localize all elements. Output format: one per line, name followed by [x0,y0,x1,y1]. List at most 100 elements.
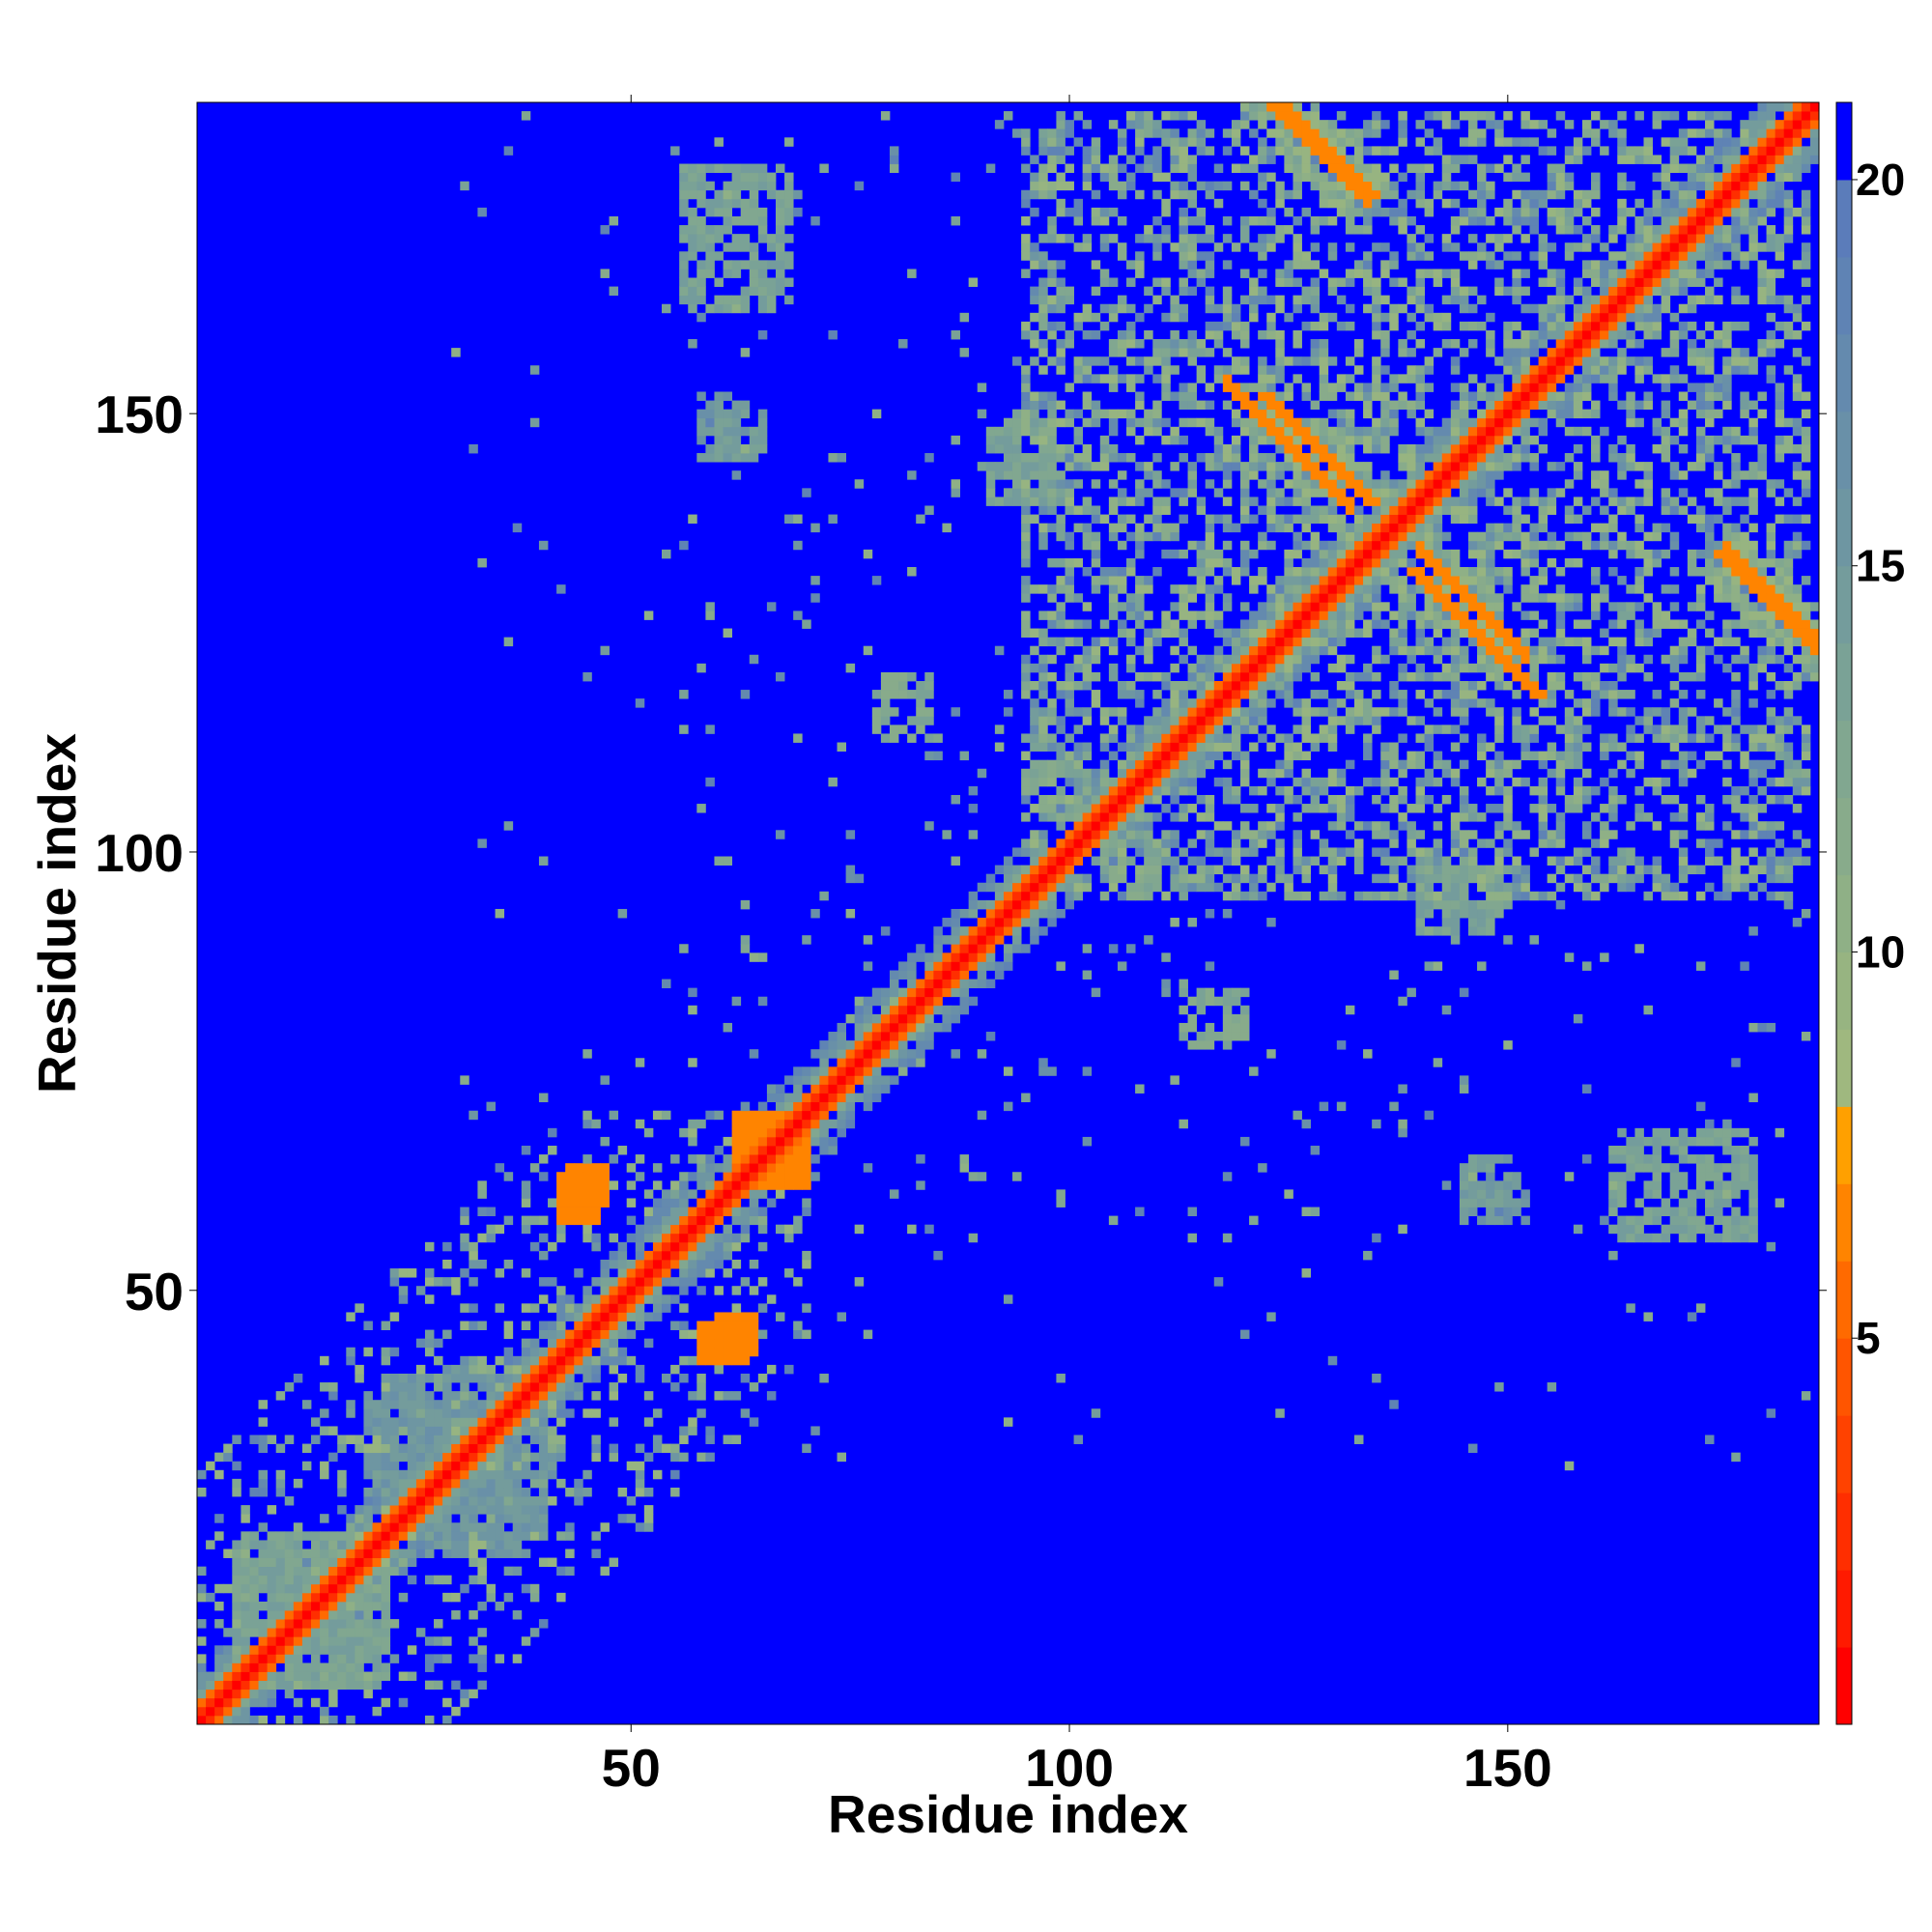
heatmap-cell [723,1241,733,1252]
heatmap-cell [1196,654,1207,665]
heatmap-cell [1021,365,1031,375]
heatmap-cell [1249,698,1259,708]
heatmap-cell [1266,777,1276,787]
heatmap-cell [232,1461,242,1471]
heatmap-cell [424,1636,435,1646]
heatmap-cell [1310,602,1321,611]
heatmap-cell [1406,189,1416,200]
heatmap-cell [1170,146,1179,156]
heatmap-cell [1406,838,1416,848]
heatmap-cell [643,611,654,620]
heatmap-cell [565,1163,575,1173]
heatmap-cell [372,1706,382,1717]
heatmap-cell [1363,531,1373,542]
heatmap-cell [880,1075,891,1085]
heatmap-cell [434,1540,443,1549]
heatmap-cell [1327,488,1338,497]
heatmap-cell [1135,611,1145,620]
heatmap-cell [1415,899,1425,910]
heatmap-cell [1038,146,1048,156]
heatmap-cell [837,1110,846,1121]
heatmap-cell [1415,488,1425,497]
heatmap-cell [1389,321,1399,331]
heatmap-cell [1266,1312,1276,1321]
heatmap-cell [1353,540,1364,551]
heatmap-cell [1380,426,1390,437]
heatmap-cell [556,1408,566,1418]
heatmap-cell [1117,804,1127,813]
heatmap-cell [1170,785,1179,796]
heatmap-cell [1258,733,1267,743]
heatmap-cell [784,1224,794,1235]
heatmap-cell [1213,339,1224,349]
heatmap-cell [372,1548,382,1558]
heatmap-cell [529,1382,540,1392]
heatmap-cell [1065,768,1074,779]
heatmap-cell [1038,663,1048,673]
heatmap-cell [372,1435,382,1444]
heatmap-cell [1056,908,1065,919]
heatmap-cell [1038,339,1048,349]
heatmap-cell [214,1469,224,1480]
heatmap-cell [1047,356,1057,366]
heatmap-cell [381,1548,391,1558]
heatmap-cell [529,1496,540,1506]
heatmap-cell [258,1400,269,1409]
heatmap-cell [1389,645,1399,656]
heatmap-cell [1099,716,1110,725]
heatmap-cell [1336,146,1347,156]
heatmap-cell [1152,707,1162,717]
heatmap-cell [1003,952,1013,962]
heatmap-cell [398,1408,409,1418]
heatmap-cell [1398,637,1407,647]
heatmap-cell [1258,462,1267,471]
heatmap-cell [372,1583,382,1594]
heatmap-cell [1161,891,1171,901]
heatmap-cell [871,716,882,725]
heatmap-cell [1196,996,1207,1007]
heatmap-cell [1196,671,1207,682]
heatmap-cell [1038,488,1048,497]
heatmap-cell [503,146,514,156]
heatmap-cell [1038,295,1048,305]
heatmap-cell [1135,540,1145,551]
heatmap-cell [1073,409,1084,419]
heatmap-cell [434,1496,443,1506]
heatmap-cell [1284,443,1293,454]
heatmap-cell [1065,531,1074,542]
heatmap-cell [424,1548,435,1558]
heatmap-cell [328,1645,338,1655]
heatmap-cell [415,1461,426,1471]
heatmap-cell [1179,234,1188,243]
heatmap-cell [486,1540,496,1549]
heatmap-cell [1293,531,1302,542]
heatmap-cell [1284,645,1293,656]
heatmap-cell [389,1426,400,1435]
heatmap-cell [749,1417,759,1427]
heatmap-cell [1144,584,1153,594]
heatmap-cell [1398,531,1407,542]
heatmap-cell [1240,768,1250,779]
heatmap-cell [749,1347,759,1357]
heatmap-cell [503,637,514,647]
heatmap-cell [600,1189,610,1199]
heatmap-cell [1275,611,1285,620]
heatmap-cell [802,1066,811,1076]
heatmap-cell [328,1531,338,1541]
heatmap-cell [1327,821,1338,831]
heatmap-cell [1213,1277,1224,1287]
heatmap-cell [434,1435,443,1444]
heatmap-cell [1030,742,1039,752]
heatmap-cell [1213,198,1224,209]
heatmap-cell [1099,856,1110,866]
heatmap-cell [1258,838,1267,848]
heatmap-cell [1249,163,1259,174]
heatmap-cell [275,1583,286,1594]
heatmap-cell [1021,514,1031,525]
heatmap-cell [889,979,899,989]
heatmap-cell [1126,759,1136,770]
heatmap-cell [310,1575,321,1585]
heatmap-cell [442,1478,452,1489]
heatmap-cell [1415,321,1425,331]
heatmap-cell [1380,435,1390,445]
